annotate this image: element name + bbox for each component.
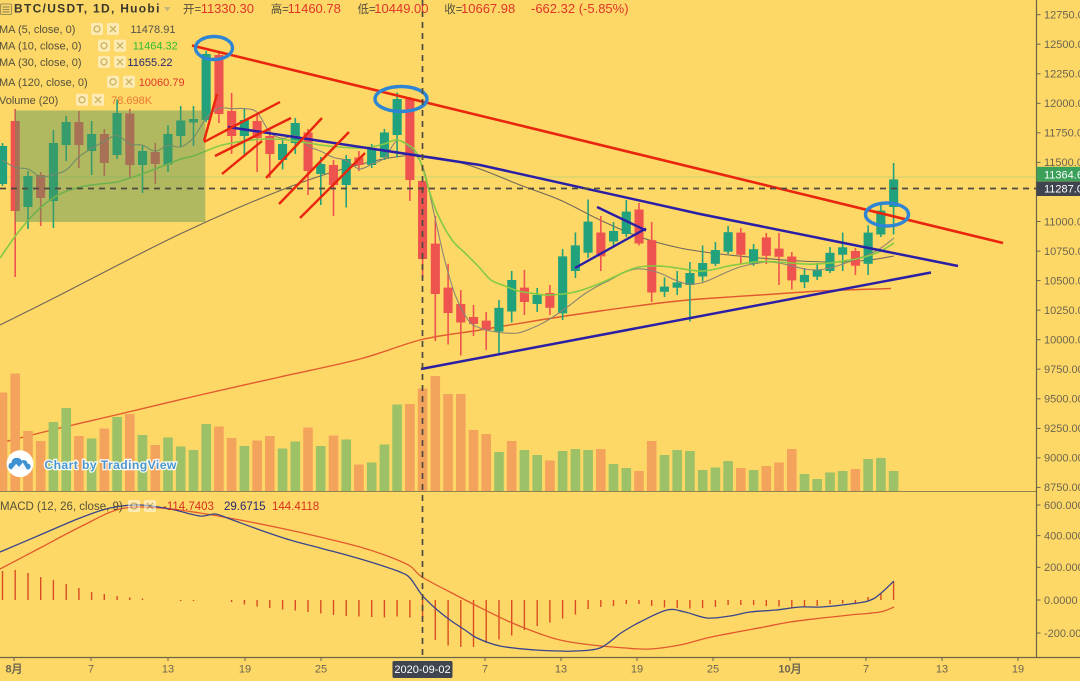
- svg-text:开=11330.30高=11460.78低=10449.00: 开=11330.30 高=11460.78 低=10449.00 收=10667.98…: [183, 1, 629, 16]
- svg-text:13: 13: [936, 664, 948, 676]
- svg-text:78.698K: 78.698K: [111, 95, 153, 107]
- svg-text:BTC/USDT, 1D, Huobi: BTC/USDT, 1D, Huobi: [14, 2, 161, 16]
- svg-text:-200.0000: -200.0000: [1044, 628, 1080, 640]
- svg-text:0.0000: 0.0000: [1044, 595, 1078, 607]
- svg-text:-114.7403: -114.7403: [163, 501, 214, 513]
- svg-text:MA (5, close, 0): MA (5, close, 0): [0, 24, 75, 36]
- svg-text:10060.79: 10060.79: [139, 77, 185, 89]
- svg-text:MACD (12, 26, close, 9): MACD (12, 26, close, 9): [0, 501, 123, 513]
- svg-text:7: 7: [863, 664, 869, 676]
- svg-text:600.0000: 600.0000: [1044, 500, 1080, 512]
- svg-text:12000.00: 12000.00: [1044, 98, 1080, 110]
- svg-text:9750.00: 9750.00: [1044, 364, 1080, 376]
- svg-text:19: 19: [631, 664, 643, 676]
- svg-text:11655.22: 11655.22: [127, 57, 172, 69]
- svg-text:11478.91: 11478.91: [130, 24, 175, 36]
- svg-text:10750.00: 10750.00: [1044, 246, 1080, 258]
- svg-text:11464.32: 11464.32: [133, 41, 178, 53]
- svg-text:10月: 10月: [778, 663, 801, 676]
- svg-text:12750.00: 12750.00: [1044, 10, 1080, 22]
- svg-text:10000.00: 10000.00: [1044, 335, 1080, 347]
- svg-text:MA (30, close, 0): MA (30, close, 0): [0, 57, 82, 69]
- svg-text:400.0000: 400.0000: [1044, 530, 1080, 542]
- svg-text:8月: 8月: [5, 663, 22, 676]
- svg-text:9000.00: 9000.00: [1044, 453, 1080, 465]
- svg-text:7: 7: [482, 664, 488, 676]
- svg-text:11750.00: 11750.00: [1044, 128, 1080, 140]
- svg-text:2020-09-02: 2020-09-02: [394, 664, 450, 676]
- svg-text:200.0000: 200.0000: [1044, 562, 1080, 574]
- svg-text:19: 19: [1012, 664, 1024, 676]
- svg-text:10250.00: 10250.00: [1044, 305, 1080, 317]
- svg-text:Chart by TradingView: Chart by TradingView: [44, 458, 177, 472]
- svg-text:12500.00: 12500.00: [1044, 39, 1080, 51]
- svg-text:29.6715: 29.6715: [224, 501, 266, 513]
- svg-text:Volume (20): Volume (20): [0, 95, 58, 107]
- svg-text:9250.00: 9250.00: [1044, 423, 1080, 435]
- svg-text:13: 13: [555, 664, 567, 676]
- svg-text:11287.01: 11287.01: [1044, 184, 1080, 196]
- svg-text:11364.64: 11364.64: [1044, 169, 1080, 181]
- svg-text:19: 19: [239, 664, 251, 676]
- svg-text:13: 13: [162, 664, 174, 676]
- svg-text:10500.00: 10500.00: [1044, 275, 1080, 287]
- svg-text:MA (120, close, 0): MA (120, close, 0): [0, 77, 88, 89]
- svg-text:144.4118: 144.4118: [272, 501, 319, 513]
- svg-text:7: 7: [88, 664, 94, 676]
- svg-text:25: 25: [315, 664, 327, 676]
- svg-text:9500.00: 9500.00: [1044, 394, 1080, 406]
- svg-text:25: 25: [707, 664, 719, 676]
- svg-text:11000.00: 11000.00: [1044, 216, 1080, 228]
- svg-text:12250.00: 12250.00: [1044, 69, 1080, 81]
- svg-text:8750.00: 8750.00: [1044, 482, 1080, 494]
- svg-text:MA (10, close, 0): MA (10, close, 0): [0, 41, 82, 53]
- svg-text:11500.00: 11500.00: [1044, 157, 1080, 169]
